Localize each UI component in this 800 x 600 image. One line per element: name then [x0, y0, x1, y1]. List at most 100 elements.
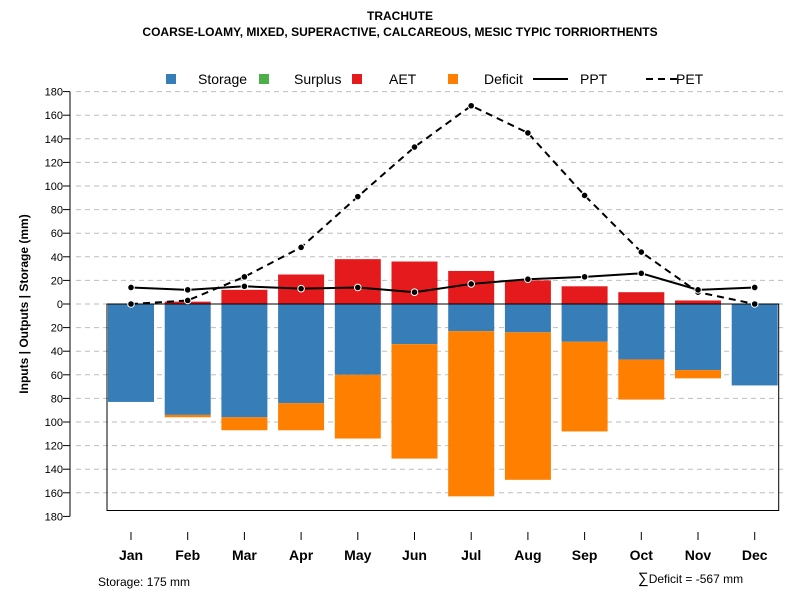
aet-bar [561, 286, 608, 304]
total-deficit-label: Deficit = -567 mm [648, 572, 744, 586]
y-tick-label: 80 [51, 393, 63, 405]
y-tick-label: 140 [45, 464, 63, 476]
pet-point [750, 300, 759, 308]
deficit-bar [164, 414, 211, 418]
sigma-symbol: ∑ [638, 570, 649, 587]
legend-label-surplus: Surplus [294, 71, 341, 87]
ppt-point [637, 269, 646, 278]
storage-capacity-box [106, 303, 780, 511]
legend-swatch-aet [352, 74, 362, 84]
legend-label-ppt: PPT [580, 71, 608, 87]
ppt-point [297, 284, 305, 293]
aet-bar [391, 261, 438, 304]
storage-bar [334, 304, 381, 375]
x-tick-label: Jul [461, 547, 481, 563]
y-tick-label: 100 [45, 181, 63, 193]
aet-bar [504, 280, 551, 304]
aet-bar [221, 289, 268, 304]
chart-title: TRACHUTE [367, 9, 433, 23]
x-tick-label: Sep [572, 547, 598, 563]
y-tick-label: 140 [45, 134, 63, 146]
x-tick-label: Dec [742, 547, 768, 563]
x-tick-label: Aug [514, 547, 541, 563]
storage-bar [278, 304, 325, 404]
y-tick-label: 180 [45, 511, 63, 523]
deficit-bar [561, 341, 608, 432]
ppt-point [410, 288, 419, 297]
aet-bar [334, 259, 381, 304]
x-tick-label: Nov [685, 547, 712, 563]
y-tick-label: 180 [45, 87, 63, 99]
storage-bar [731, 304, 778, 386]
ppt-point [354, 283, 362, 292]
y-tick-label: 60 [51, 228, 63, 240]
total-deficit-note: ∑Deficit = -567 mm [638, 570, 743, 587]
legend-label-deficit: Deficit [484, 71, 523, 87]
storage-bar [618, 304, 665, 360]
y-tick-label: 40 [51, 252, 63, 264]
deficit-bar [278, 403, 325, 431]
storage-bar [675, 304, 721, 371]
x-tick-label: Mar [232, 547, 257, 563]
ppt-point [580, 273, 589, 281]
pet-point [183, 296, 192, 305]
storage-bar [448, 304, 495, 332]
deficit-bar [221, 417, 268, 431]
ppt-point [183, 286, 192, 294]
ppt-line [130, 272, 755, 294]
storage-bar [108, 304, 154, 402]
y-axis-label: Inputs | Outputs | Storage (mm) [17, 214, 31, 393]
y-tick-label: 120 [45, 441, 63, 453]
deficit-bar [448, 331, 495, 497]
pet-line [130, 104, 755, 305]
pet-point [240, 273, 249, 281]
pet-point [467, 101, 476, 110]
ppt-point [467, 280, 476, 288]
ppt-point [694, 286, 702, 294]
y-tick-label: 60 [51, 370, 63, 382]
x-tick-label: Jun [402, 547, 427, 563]
deficit-bar [334, 374, 381, 439]
y-tick-label: 160 [45, 488, 63, 500]
x-tick-label: Feb [175, 547, 200, 563]
legend-label-pet: PET [676, 71, 704, 87]
pet-point [297, 243, 305, 252]
storage-bar [164, 304, 211, 415]
y-tick-label: 160 [45, 110, 63, 122]
ppt-point [127, 283, 135, 292]
legend-swatch-surplus [259, 74, 269, 84]
legend-swatch-storage [166, 74, 176, 84]
legend-swatch-deficit [448, 74, 458, 84]
y-tick-label: 0 [57, 299, 63, 311]
y-tick-label: 40 [51, 346, 63, 358]
y-tick-label: 20 [51, 323, 63, 335]
legend-label-storage: Storage [198, 71, 247, 87]
deficit-bar [504, 332, 551, 480]
deficit-bar [675, 370, 721, 379]
aet-bar [618, 292, 665, 304]
pet-point [354, 192, 362, 201]
legend-label-aet: AET [389, 71, 417, 87]
y-tick-label: 20 [51, 275, 63, 287]
storage-bar [391, 304, 438, 345]
pet-point [127, 300, 135, 308]
y-tick-label: 120 [45, 157, 63, 169]
storage-bar [221, 304, 268, 418]
pet-point [580, 191, 589, 200]
aet-bar [675, 300, 721, 304]
y-tick-label: 80 [51, 205, 63, 217]
pet-point [637, 248, 646, 256]
x-tick-label: Apr [289, 547, 314, 563]
pet-point [524, 129, 532, 137]
x-tick-label: Oct [630, 547, 654, 563]
storage-bar [561, 304, 608, 342]
ppt-point [240, 282, 249, 291]
chart-subtitle: COARSE-LOAMY, MIXED, SUPERACTIVE, CALCAR… [142, 25, 658, 39]
storage-capacity-note: Storage: 175 mm [98, 575, 191, 589]
storage-bar [504, 304, 551, 333]
deficit-bar [391, 344, 438, 459]
y-tick-label: 100 [45, 417, 63, 429]
ppt-point [524, 275, 532, 284]
deficit-bar [618, 359, 665, 400]
